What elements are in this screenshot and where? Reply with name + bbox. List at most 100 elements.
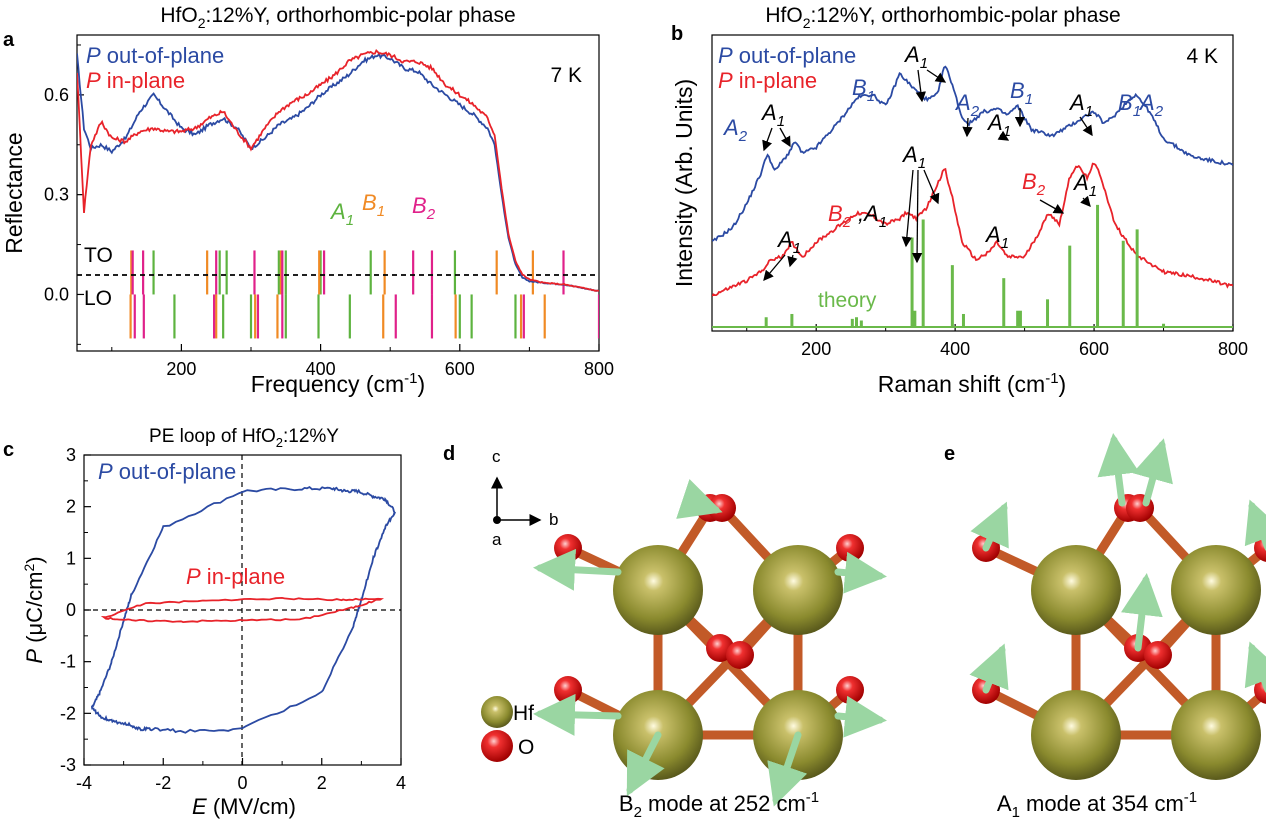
displacement-arrow — [1121, 573, 1163, 652]
panel-b-ylabel: Intensity (Arb. Units) — [671, 79, 697, 287]
displacement-arrow — [1244, 499, 1266, 551]
panel-b-axes: 200 400 600 800 — [746, 324, 1248, 359]
displacement-arrow — [1097, 433, 1140, 507]
panel-b-legend-in: P in-plane — [718, 68, 817, 93]
mode-arrow — [923, 169, 940, 205]
hf-atom — [613, 545, 703, 635]
y-tick-label: -3 — [60, 755, 76, 775]
mode-arrow — [779, 127, 791, 148]
displacement-arrow — [969, 643, 1009, 694]
mode-arrow — [911, 169, 923, 264]
mode-label: B2 — [1022, 169, 1046, 199]
mode-arrow — [901, 169, 914, 248]
y-tick-label: 2 — [66, 497, 76, 517]
legend-hf: Hf — [513, 702, 534, 725]
panel-e: e A1 mode at 354 cm-1 — [944, 433, 1266, 821]
mode-legend-a1: A1 — [329, 199, 354, 229]
panel-d: d c b a Hf O B2 mode at 252 cm-1 — [443, 443, 887, 821]
y-tick-label: 0.0 — [44, 284, 69, 304]
mode-label: A1 — [1072, 170, 1097, 200]
panel-letter-d: d — [443, 443, 455, 465]
hf-atom-icon — [481, 696, 513, 728]
displacement-arrow — [767, 731, 808, 807]
displacement-arrow — [970, 501, 1009, 552]
mode-label: B2 — [828, 201, 852, 231]
hf-atom — [1171, 690, 1261, 780]
displacement-arrow — [533, 548, 622, 591]
panel-c-curves — [90, 486, 396, 734]
displacement-arrow — [533, 693, 622, 736]
panel-c-axes: -4 -2 0 2 4 -3 -2 -1 0 1 2 3 — [60, 445, 406, 793]
legend-o: O — [518, 736, 534, 759]
mode-label: A1 — [984, 222, 1009, 252]
mode-legend-b2: B2 — [412, 193, 436, 223]
mode-label: A1 — [903, 42, 928, 72]
mode-arrow — [787, 254, 798, 268]
panel-b-frame — [711, 34, 1234, 332]
displacement-arrow — [834, 695, 887, 738]
x-tick-label: 4 — [396, 773, 406, 793]
x-tick-label: 600 — [445, 359, 475, 379]
panel-a-xlabel: Frequency (cm-1) — [251, 370, 425, 397]
mode-label: B1 — [852, 75, 875, 105]
o-atom — [836, 676, 864, 704]
y-tick-label: 0.6 — [44, 85, 69, 105]
displacement-arrow — [676, 479, 723, 519]
x-tick-label: 2 — [317, 773, 327, 793]
o-atom — [554, 534, 582, 562]
o-atom — [554, 676, 582, 704]
o-atom — [726, 641, 754, 669]
o-atom — [836, 534, 864, 562]
mode-legend-b1: B1 — [362, 190, 385, 220]
hf-atom — [1031, 690, 1121, 780]
x-tick-label: -2 — [155, 773, 171, 793]
mode-label: A2 — [954, 90, 980, 120]
panel-c-xlabel: E (MV/cm) — [192, 794, 296, 819]
panel-a-temperature: 7 K — [550, 64, 582, 87]
hf-atom — [1171, 545, 1261, 635]
mode-label: A2 — [1138, 90, 1164, 120]
series-in-plane — [712, 162, 1233, 297]
mode-label: A2 — [722, 115, 748, 145]
panel-a-axes: 200 400 600 800 0.0 0.3 0.6 — [44, 44, 614, 379]
y-tick-label: 1 — [66, 548, 76, 568]
displacement-arrow — [834, 551, 887, 594]
mode-label: A1 — [901, 142, 926, 172]
mode-arrow — [1079, 116, 1093, 137]
mode-label: A1 — [776, 227, 801, 257]
series-in-plane — [77, 48, 599, 292]
displacement-arrow — [1132, 438, 1173, 507]
axis-a-label: a — [492, 530, 502, 549]
panel-a-frame — [76, 34, 600, 352]
panel-letter-e: e — [944, 443, 955, 465]
panel-c: c PE loop of HfO2:12%Y -4 -2 0 2 4 -3 -2 -1 0 1 2 3… — [3, 426, 406, 819]
panel-c-label-in: P in-plane — [186, 564, 285, 589]
series-out-of-plane — [712, 65, 1233, 242]
panel-b-curves — [712, 65, 1233, 328]
o-atom-icon — [481, 730, 513, 762]
hf-atom — [1031, 545, 1121, 635]
x-tick-label: 0 — [237, 773, 247, 793]
panel-b-temperature: 4 K — [1186, 45, 1218, 68]
pe-loop-in-plane — [100, 596, 385, 624]
panel-b-title: HfO2:12%Y, orthorhombic-polar phase — [765, 4, 1120, 31]
mode-label: B1 — [1118, 90, 1141, 120]
axis-c-label: c — [492, 447, 501, 466]
mode-label: ,A1 — [858, 201, 887, 231]
theory-label: theory — [818, 289, 877, 312]
lo-label: LO — [84, 287, 112, 310]
y-tick-label: 3 — [66, 445, 76, 465]
pe-loop-out-of-plane — [90, 486, 396, 734]
panel-c-title: PE loop of HfO2:12%Y — [149, 426, 339, 450]
panel-letter-c: c — [3, 439, 14, 461]
panel-a-phonon-lines — [129, 250, 599, 339]
caption-d: B2 mode at 252 cm-1 — [619, 789, 819, 821]
mode-arrow — [762, 127, 773, 152]
displacement-arrow — [1244, 641, 1266, 693]
panel-c-label-out: P out-of-plane — [98, 459, 236, 484]
x-tick-label: 400 — [940, 339, 970, 359]
o-atom — [1144, 641, 1172, 669]
y-tick-label: 0.3 — [44, 185, 69, 205]
